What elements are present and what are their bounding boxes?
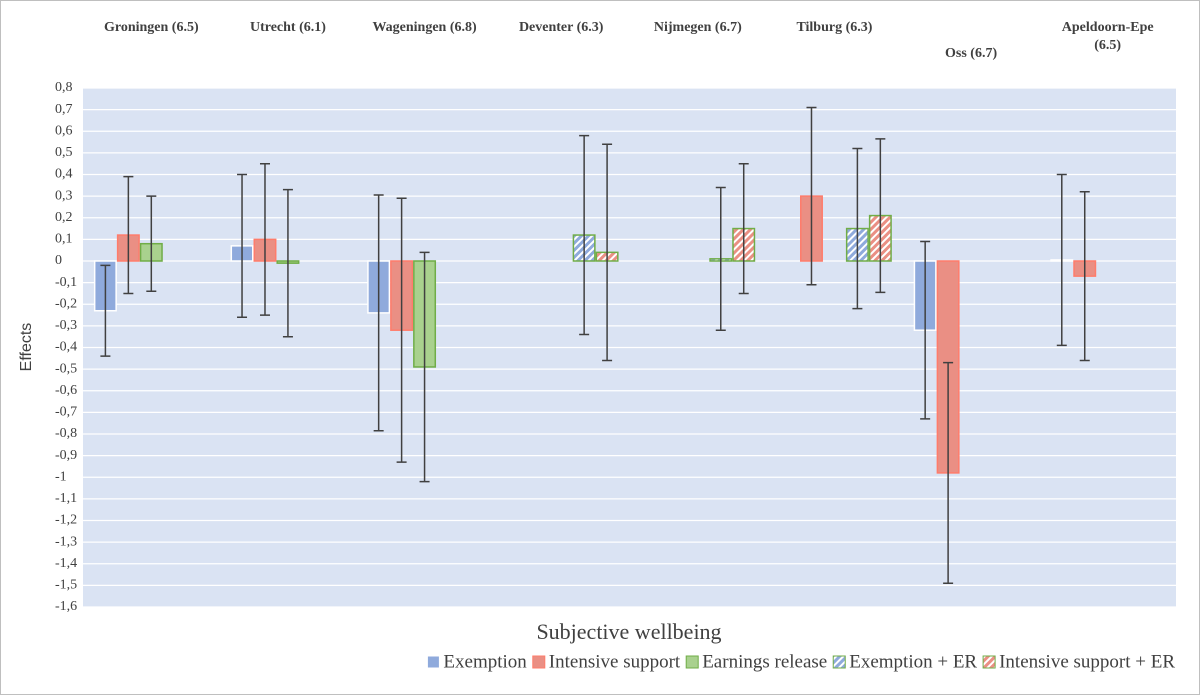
y-tick-label: 0,1 [55,232,73,247]
category-label: Deventer (6.3) [518,20,604,35]
y-tick-label: -1,6 [55,599,77,614]
y-tick-label: 0,8 [55,80,73,95]
y-tick-label: -0,9 [55,448,77,463]
y-tick-label: -0,4 [55,340,77,355]
y-tick-label: -0,8 [55,426,77,441]
error-bar [419,251,430,483]
y-tick-label: -0,3 [55,318,77,333]
y-tick-label: -1,5 [55,578,77,593]
y-tick-label: 0,2 [55,210,73,225]
y-tick-label: -0,2 [55,296,77,311]
y-tick-label: -0,1 [55,275,77,290]
category-label: Nijmegen (6.7) [653,20,742,35]
error-bar [715,186,726,331]
y-tick-label: 0,3 [55,188,73,203]
error-bar [237,173,248,318]
legend-swatch [532,655,546,669]
legend-label: Exemption [443,651,527,672]
error-bar [920,240,931,420]
y-tick-label: -1,4 [55,556,77,571]
y-tick-label: -0,5 [55,361,77,376]
y-tick-label: -1 [55,469,67,484]
category-label: Oss (6.7) [945,46,998,61]
error-bars [100,106,1090,584]
category-label: Groningen (6.5) [103,20,199,35]
error-bar [943,361,954,584]
grid [83,87,1176,608]
y-tick-label: 0,6 [55,123,73,138]
legend-swatch [426,655,440,669]
y-tick-label: 0 [55,253,62,268]
error-bar [1056,173,1067,347]
legend-label: Intensive support [549,651,681,672]
category-label: Tilburg (6.3) [796,20,873,35]
error-bar [123,175,134,295]
category-label: Apeldoorn-Epe (6.5) [1061,20,1154,53]
error-bar [373,194,384,432]
legend-label: Earnings release [702,651,827,672]
category-label: Utrecht (6.1) [249,20,326,35]
y-tick-label: 0,5 [55,145,73,160]
error-bar [602,143,613,362]
legend-swatch [982,655,996,669]
y-axis-title: Effects [18,323,35,372]
x-axis-title: Subjective wellbeing [536,619,721,644]
error-bar [100,264,111,357]
category-label: Wageningen (6.8) [372,20,477,35]
error-bar [1079,191,1090,362]
error-bar [738,162,749,295]
y-tick-label: 0,7 [55,102,73,117]
legend: Exemption Intensive support Earnings relea… [426,651,1175,672]
error-bar [146,195,157,293]
legend-label: Exemption + ER [849,651,977,672]
y-tick-label: 0,4 [55,167,73,182]
error-bar [396,197,407,463]
error-bar [875,138,886,294]
error-bar [806,106,817,286]
y-tick-label: -0,6 [55,383,77,398]
y-tick-label: -1,3 [55,534,77,549]
error-bar [579,134,590,336]
error-bar [282,188,293,338]
legend-swatch [832,655,846,669]
legend-label: Intensive support + ER [999,651,1175,672]
y-tick-label: -1,2 [55,513,77,528]
y-tick-label: -1,1 [55,491,77,506]
error-bar [259,162,270,316]
y-tick-label: -0,7 [55,405,77,420]
error-bar [852,147,863,310]
legend-swatch [685,655,699,669]
